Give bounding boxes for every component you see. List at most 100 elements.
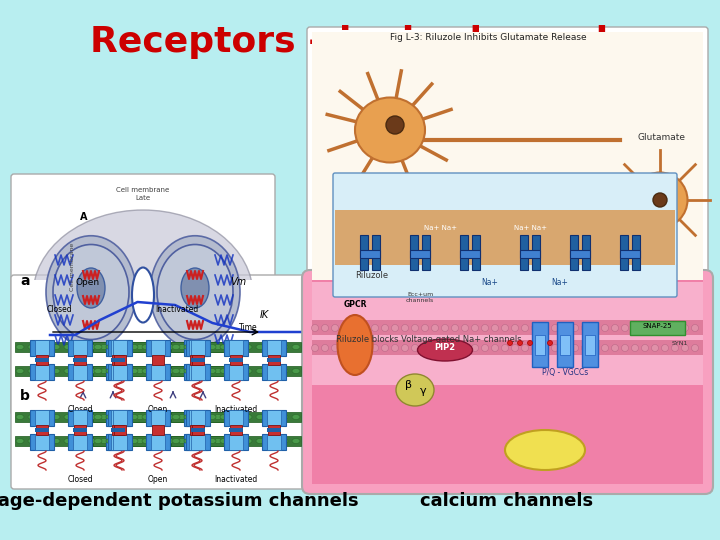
Bar [312,32,703,353]
Ellipse shape [178,345,186,349]
Bar [191,340,205,356]
Ellipse shape [642,345,649,352]
Bar [229,410,243,426]
Bar [35,428,49,432]
Ellipse shape [631,345,639,352]
Bar [35,358,49,362]
Ellipse shape [220,415,228,420]
Text: b: b [20,389,30,403]
Ellipse shape [106,345,114,349]
Ellipse shape [76,345,84,349]
Bar [113,340,127,356]
Ellipse shape [202,345,210,349]
Bar [184,364,208,380]
Ellipse shape [451,345,459,352]
Bar [620,250,640,258]
Ellipse shape [672,345,678,352]
Bar [532,322,548,367]
Bar [230,355,242,365]
Text: Inactivated: Inactivated [215,405,258,414]
Ellipse shape [196,368,204,374]
Bar [152,355,164,365]
Bar [171,412,301,422]
Ellipse shape [562,345,569,352]
Ellipse shape [178,438,186,443]
Text: Na+ Na+: Na+ Na+ [513,225,546,231]
Bar [93,366,223,376]
Ellipse shape [521,325,528,332]
Text: Riluzole: Riluzole [355,271,388,280]
Ellipse shape [142,415,150,420]
Ellipse shape [611,345,618,352]
Bar [267,410,281,426]
Ellipse shape [268,438,276,443]
Text: β: β [405,380,413,390]
Ellipse shape [220,438,228,443]
FancyBboxPatch shape [11,275,305,489]
Ellipse shape [431,325,438,332]
Bar [113,364,127,380]
Text: Cell membrane: Cell membrane [117,187,170,193]
Ellipse shape [521,345,528,352]
Bar [229,364,243,380]
Ellipse shape [662,325,668,332]
Bar [312,320,703,335]
Bar [171,366,301,376]
Ellipse shape [166,438,174,443]
Ellipse shape [181,268,209,308]
Bar [372,235,380,270]
Text: Ecc+um
channels: Ecc+um channels [406,292,434,303]
Bar [171,342,301,352]
Ellipse shape [202,438,210,443]
Bar [111,364,125,380]
Bar [74,355,86,365]
Ellipse shape [136,345,144,349]
Bar [111,358,125,362]
Ellipse shape [280,345,288,349]
Ellipse shape [541,325,549,332]
Ellipse shape [166,345,174,349]
Ellipse shape [451,325,459,332]
Ellipse shape [412,325,418,332]
Bar [35,410,49,426]
Ellipse shape [412,345,418,352]
Bar [111,410,125,426]
Ellipse shape [492,345,498,352]
Bar [410,250,430,258]
Ellipse shape [691,325,698,332]
Ellipse shape [280,438,288,443]
Bar [15,366,145,376]
Ellipse shape [421,345,428,352]
Ellipse shape [88,368,96,374]
Text: a: a [20,274,30,288]
Bar [582,322,598,367]
Text: SYN1: SYN1 [672,341,688,346]
Ellipse shape [106,368,114,374]
Ellipse shape [88,345,96,349]
Ellipse shape [112,438,120,443]
Ellipse shape [184,368,192,374]
Bar [74,425,86,435]
Bar [460,250,480,258]
Ellipse shape [402,325,408,332]
Ellipse shape [392,325,398,332]
Ellipse shape [94,345,102,349]
Bar [171,436,301,446]
Ellipse shape [232,368,240,374]
Ellipse shape [280,368,288,374]
Ellipse shape [112,415,120,420]
Bar [73,428,87,432]
Bar [111,340,125,356]
Ellipse shape [196,345,204,349]
Bar [73,410,87,426]
Bar [152,425,164,435]
Bar [15,342,145,352]
Ellipse shape [202,368,210,374]
Ellipse shape [214,438,222,443]
Ellipse shape [256,415,264,420]
Ellipse shape [220,368,228,374]
Bar [192,425,204,435]
Ellipse shape [244,345,252,349]
Ellipse shape [214,345,222,349]
Ellipse shape [292,368,300,374]
